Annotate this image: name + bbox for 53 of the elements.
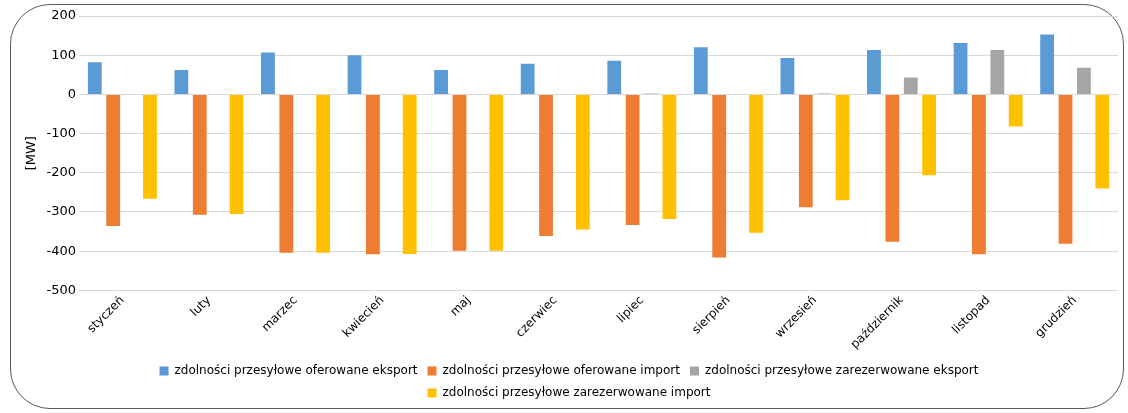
y-tick-label: -500: [46, 281, 77, 297]
bar: [749, 94, 763, 233]
bar: [712, 94, 727, 258]
bar: [798, 94, 813, 208]
y-tick-label: -100: [46, 124, 77, 140]
bar: [143, 94, 157, 199]
legend-label: zdolności przesyłowe zarezerwowane eksport: [704, 363, 979, 378]
bar: [575, 94, 590, 230]
bar: [662, 94, 677, 220]
bar: [279, 94, 294, 253]
bar: [520, 63, 535, 94]
y-tick-label: -300: [46, 203, 77, 219]
bar: [106, 94, 121, 227]
bar: [867, 50, 881, 94]
bar: [489, 94, 504, 251]
y-tick-label: -400: [46, 242, 77, 258]
bar: [953, 43, 968, 94]
bar: [1095, 94, 1110, 189]
bar: [87, 62, 102, 94]
bar: [922, 94, 937, 176]
bar: [261, 52, 275, 94]
bar: [366, 94, 380, 255]
legend-label: zdolności przesyłowe oferowane eksport: [174, 363, 418, 378]
bar: [972, 94, 986, 255]
y-tick-label: -200: [46, 164, 77, 180]
bar: [835, 94, 850, 201]
bar: [174, 70, 189, 94]
bar: [192, 94, 207, 215]
legend-label: zdolności przesyłowe oferowane import: [442, 363, 681, 378]
bar: [693, 47, 708, 94]
bar: [347, 55, 362, 94]
bar: [1077, 67, 1091, 94]
y-tick-label: 100: [51, 46, 77, 62]
bar: [607, 60, 622, 94]
y-tick-label: 200: [51, 7, 77, 23]
bar: [402, 94, 417, 254]
bar: [229, 94, 244, 214]
bar: [539, 94, 553, 236]
bar: [434, 70, 448, 94]
bar: [1040, 34, 1055, 94]
bar: [990, 50, 1005, 94]
bar: [452, 94, 467, 251]
bar: [903, 77, 918, 94]
legend-label: zdolności przesyłowe zarezerwowane import: [442, 385, 711, 400]
bar: [1008, 94, 1023, 127]
y-axis-title: [MW]: [23, 136, 39, 171]
bar: [885, 94, 900, 242]
y-tick-label: 0: [67, 85, 77, 101]
bar: [625, 94, 640, 225]
bar: [780, 57, 795, 94]
bar: [316, 94, 331, 253]
bar: [1058, 94, 1073, 244]
x-tick-label: luty: [187, 292, 214, 319]
